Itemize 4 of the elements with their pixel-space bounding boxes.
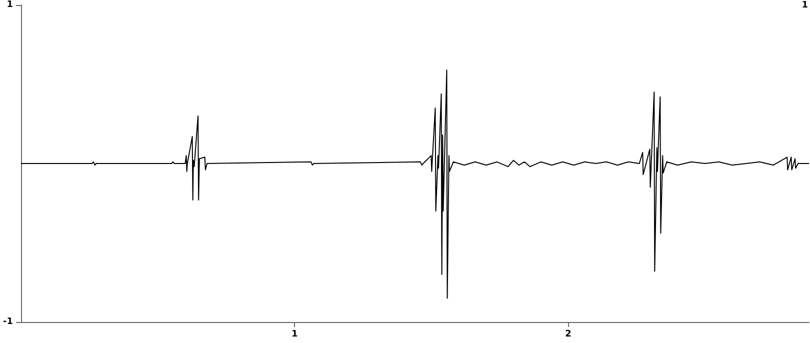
y-tick-label: -1 bbox=[3, 317, 13, 327]
line-series bbox=[20, 69, 810, 299]
annotation: 1 bbox=[802, 0, 808, 10]
x-tick-label: 2 bbox=[565, 330, 572, 340]
